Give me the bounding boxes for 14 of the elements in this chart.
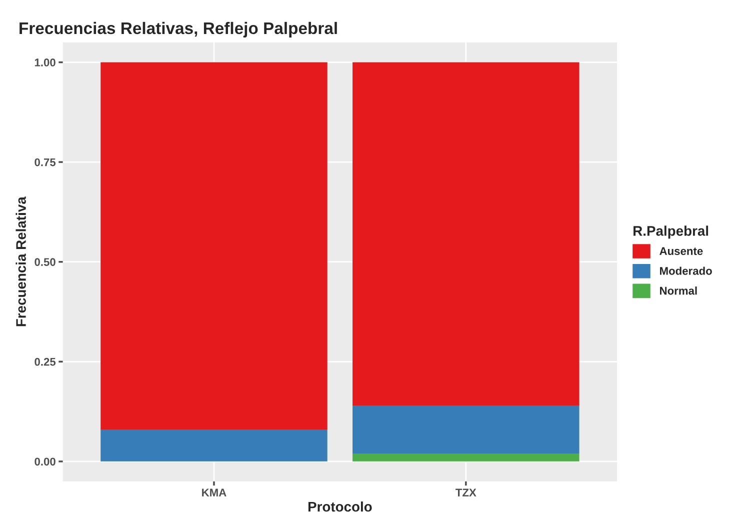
y-tick-label: 0.25 bbox=[34, 358, 56, 366]
y-tick-label: 0.00 bbox=[34, 458, 56, 466]
y-tick-label: 1.00 bbox=[34, 58, 56, 66]
y-tick-label: 0.50 bbox=[34, 258, 56, 266]
y-axis-title: Frecuencia Relativa bbox=[16, 196, 26, 326]
x-tick-label: KMA bbox=[202, 488, 226, 496]
x-axis-title: Protocolo bbox=[308, 501, 372, 512]
y-tick-label: 0.75 bbox=[34, 158, 56, 166]
legend-label: Ausente bbox=[660, 247, 703, 256]
chart-title: Frecuencias Relativas, Reflejo Palpebral bbox=[20, 22, 337, 38]
legend-label: Moderado bbox=[660, 266, 712, 275]
legend-title: R.Palpebral bbox=[634, 226, 708, 239]
legend-label: Normal bbox=[660, 286, 697, 295]
x-tick-label: TZX bbox=[456, 488, 476, 496]
